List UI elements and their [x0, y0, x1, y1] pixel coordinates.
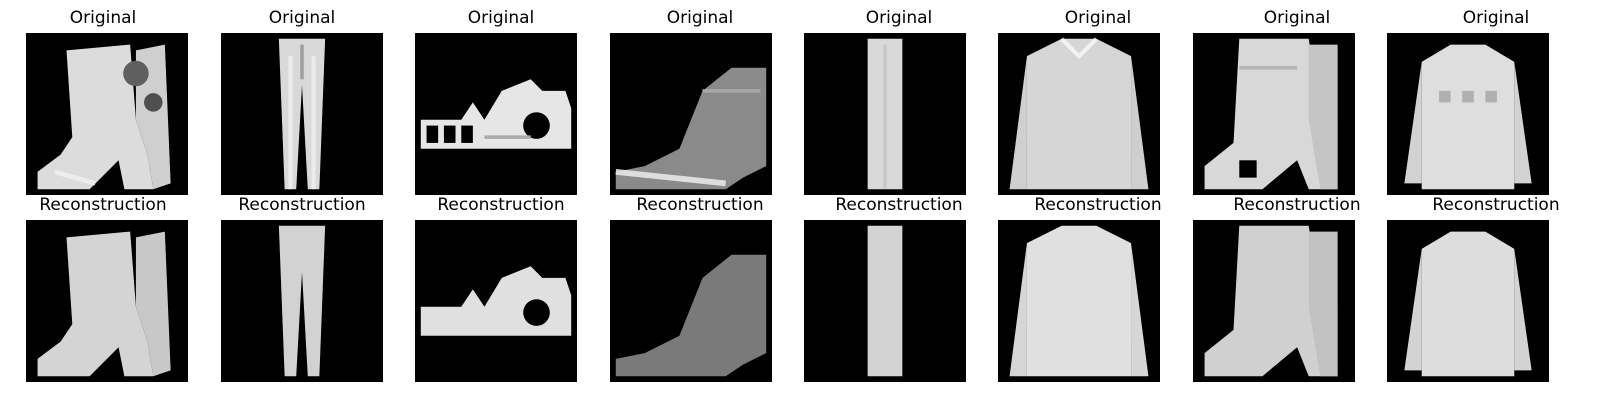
- row-original-title-7: Original: [1263, 8, 1331, 28]
- original-image-1: [26, 33, 188, 195]
- row-original-title-1: Original: [69, 8, 137, 28]
- row-original-title-2: Original: [268, 8, 336, 28]
- row-reconstruction-title-1: Reconstruction: [39, 195, 167, 215]
- reconstruction-image-7: [1193, 220, 1355, 382]
- trouser-icon: [867, 225, 903, 377]
- ankle-boot-icon: [37, 44, 171, 190]
- reconstruction-image-3: [415, 220, 577, 382]
- trouser-icon: [278, 38, 326, 190]
- pullover-icon: [1404, 44, 1532, 190]
- reconstruction-image-4: [610, 220, 772, 382]
- row-reconstruction-title-6: Reconstruction: [1034, 195, 1162, 215]
- original-image-2: [221, 33, 383, 195]
- ankle-boot-icon: [615, 67, 767, 190]
- row-reconstruction-title-5: Reconstruction: [835, 195, 963, 215]
- original-image-5: [804, 33, 966, 195]
- ankle-boot-icon: [1204, 225, 1338, 377]
- trouser-icon: [278, 225, 326, 377]
- original-image-4: [610, 33, 772, 195]
- shirt-icon: [1009, 225, 1149, 377]
- pullover-icon: [1404, 231, 1532, 377]
- row-original-title-5: Original: [865, 8, 933, 28]
- row-original-title-4: Original: [666, 8, 734, 28]
- row-original-title-8: Original: [1462, 8, 1530, 28]
- row-original-title-3: Original: [467, 8, 535, 28]
- original-image-6: [998, 33, 1160, 195]
- trouser-icon: [867, 38, 903, 190]
- reconstruction-image-1: [26, 220, 188, 382]
- ankle-boot-icon: [615, 254, 767, 377]
- reconstruction-image-5: [804, 220, 966, 382]
- original-image-8: [1387, 33, 1549, 195]
- shirt-icon: [1009, 37, 1149, 190]
- ankle-boot-icon: [1204, 38, 1338, 190]
- row-reconstruction-title-2: Reconstruction: [238, 195, 366, 215]
- ankle-boot-icon: [37, 231, 171, 377]
- row-reconstruction-title-3: Reconstruction: [437, 195, 565, 215]
- row-original-title-6: Original: [1064, 8, 1132, 28]
- sandal-icon: [420, 79, 572, 149]
- sandal-icon: [420, 266, 572, 336]
- original-image-7: [1193, 33, 1355, 195]
- row-reconstruction-title-4: Reconstruction: [636, 195, 764, 215]
- original-image-3: [415, 33, 577, 195]
- reconstruction-image-2: [221, 220, 383, 382]
- reconstruction-image-6: [998, 220, 1160, 382]
- row-reconstruction-title-8: Reconstruction: [1432, 195, 1560, 215]
- row-reconstruction-title-7: Reconstruction: [1233, 195, 1361, 215]
- reconstruction-image-8: [1387, 220, 1549, 382]
